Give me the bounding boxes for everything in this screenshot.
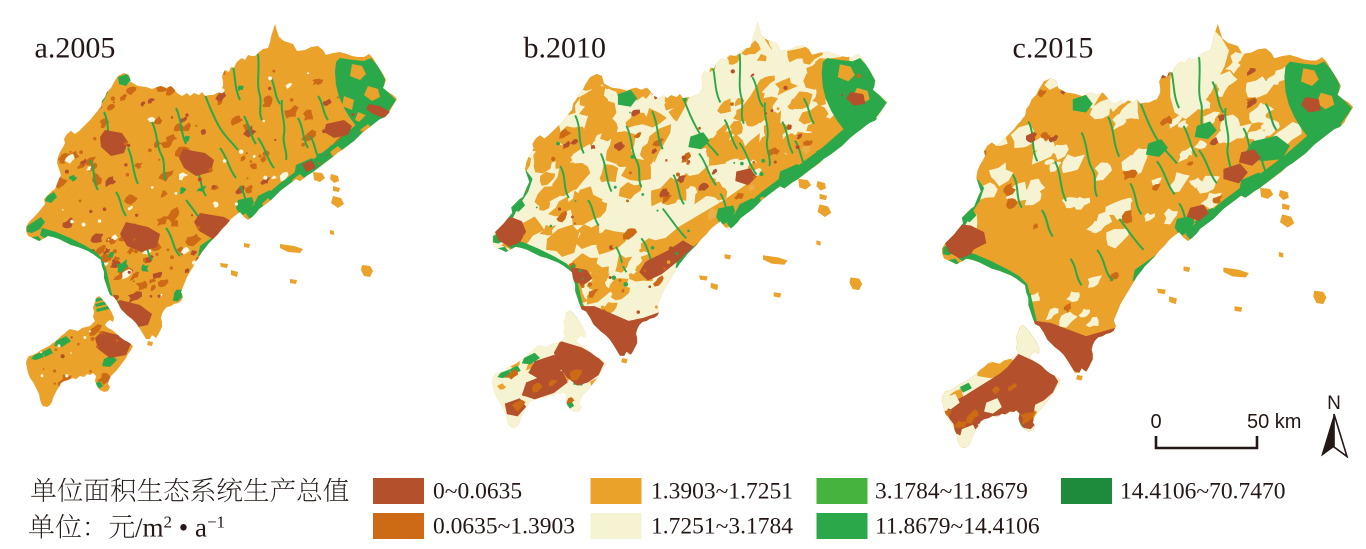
svg-text:c.2015: c.2015 <box>1013 32 1094 65</box>
svg-text:1.3903~1.7251: 1.3903~1.7251 <box>651 479 793 505</box>
svg-text:0~0.0635: 0~0.0635 <box>433 479 522 505</box>
svg-text:N: N <box>1327 393 1341 414</box>
svg-text:1.7251~3.1784: 1.7251~3.1784 <box>651 514 793 540</box>
svg-text:50 km: 50 km <box>1247 411 1301 433</box>
svg-text:11.8679~14.4106: 11.8679~14.4106 <box>875 514 1040 540</box>
svg-text:0: 0 <box>1150 411 1161 433</box>
svg-text:14.4106~70.7470: 14.4106~70.7470 <box>1120 479 1285 505</box>
svg-text:b.2010: b.2010 <box>524 32 607 65</box>
svg-text:a.2005: a.2005 <box>35 32 116 65</box>
svg-text:0.0635~1.3903: 0.0635~1.3903 <box>433 514 575 540</box>
svg-text:3.1784~11.8679: 3.1784~11.8679 <box>875 479 1028 505</box>
